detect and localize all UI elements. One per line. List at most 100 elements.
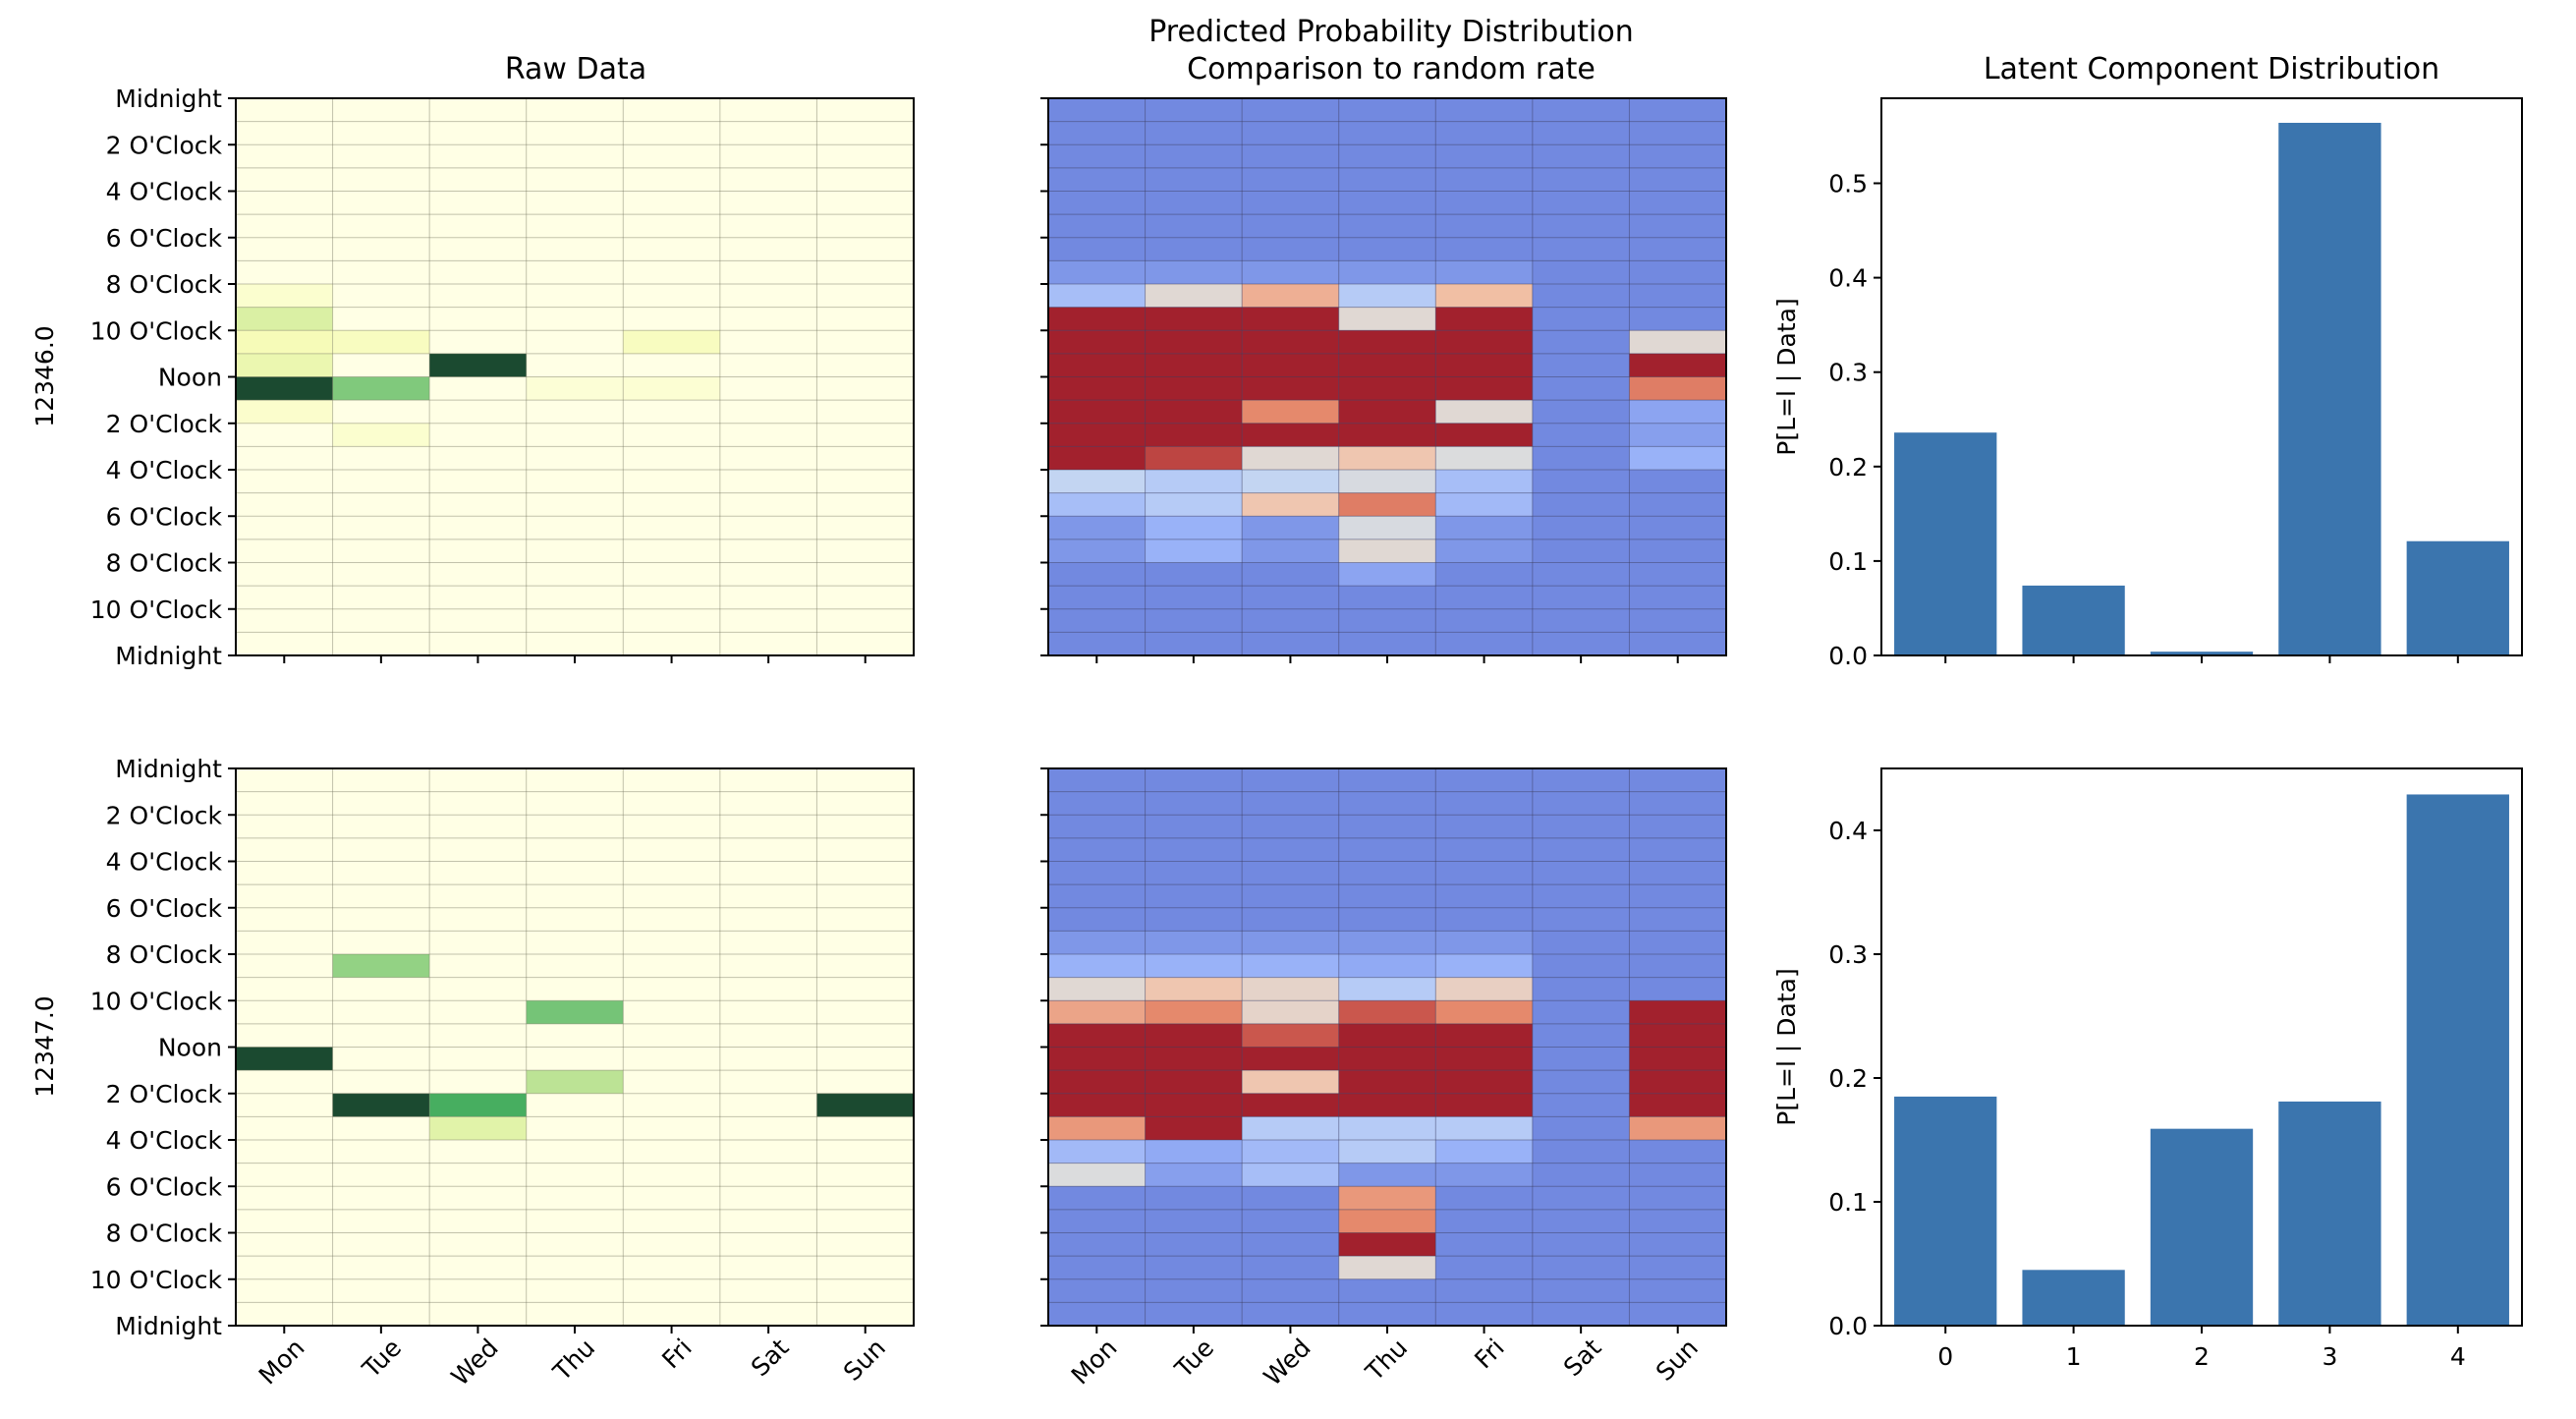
y-tick-label: 0.3 xyxy=(1828,940,1868,969)
heatmap-cell xyxy=(1532,1256,1630,1279)
heatmap-cell xyxy=(1242,260,1339,284)
heatmap-cell xyxy=(1532,608,1630,633)
heatmap-cell xyxy=(1629,492,1726,517)
heatmap-cell xyxy=(1532,977,1630,1001)
bar xyxy=(2150,652,2254,655)
heatmap-cell xyxy=(1242,1163,1339,1187)
heatmap-cell xyxy=(1532,1070,1630,1094)
heatmap-cell xyxy=(1435,977,1533,1001)
y-tick-label: 6 O'Clock xyxy=(106,224,223,253)
heatmap-cell xyxy=(1242,632,1339,655)
y-tick-label: Midnight xyxy=(115,1312,222,1340)
heatmap-cell xyxy=(1435,931,1533,954)
heatmap-cell xyxy=(1145,1232,1243,1257)
heatmap-cell xyxy=(1338,1047,1436,1071)
heatmap-cell xyxy=(1338,632,1436,655)
heatmap-cell xyxy=(1048,954,1146,978)
heatmap-cell xyxy=(1145,144,1243,168)
heatmap-cell xyxy=(1338,884,1436,908)
y-tick-label: 6 O'Clock xyxy=(106,1172,223,1201)
heatmap-cell xyxy=(1338,1070,1436,1094)
heatmap-cell xyxy=(1532,400,1630,424)
heatmap-cell xyxy=(1338,191,1436,215)
heatmap-cell xyxy=(1338,1000,1436,1024)
heatmap-cell xyxy=(1435,1000,1533,1024)
heatmap-cell xyxy=(1048,608,1146,633)
x-tick-label: Mon xyxy=(253,1334,310,1391)
x-tick-label: 3 xyxy=(2322,1342,2337,1371)
heatmap-cell xyxy=(1532,492,1630,517)
heatmap-cell xyxy=(1629,1186,1726,1210)
heatmap-cell xyxy=(1048,1163,1146,1187)
heatmap-cell xyxy=(1435,1278,1533,1303)
heatmap-cell xyxy=(1048,307,1146,331)
heatmap-cell xyxy=(1145,260,1243,284)
heatmap-cell xyxy=(1242,977,1339,1001)
heatmap-cell xyxy=(1629,1047,1726,1071)
y-tick-label: 0.1 xyxy=(1828,547,1868,576)
heatmap-cell xyxy=(1532,260,1630,284)
heatmap-cell xyxy=(1532,1140,1630,1164)
heatmap-cell xyxy=(1338,121,1436,145)
heatmap-cell xyxy=(1048,1278,1146,1303)
heatmap-cell xyxy=(1338,260,1436,284)
heatmap-cell xyxy=(1242,837,1339,862)
x-tick-label: 2 xyxy=(2194,1342,2210,1371)
heatmap-cell xyxy=(1048,330,1146,354)
y-tick-label: Midnight xyxy=(115,85,222,113)
heatmap-cell xyxy=(1435,214,1533,238)
x-tick-label: Sat xyxy=(746,1334,795,1383)
heatmap-cell xyxy=(1532,1163,1630,1187)
heatmap-cell xyxy=(1435,423,1533,447)
heatmap-cell xyxy=(816,1093,914,1117)
heatmap-cell xyxy=(1048,1140,1146,1164)
heatmap-cell xyxy=(1048,98,1146,122)
heatmap-cell xyxy=(1435,191,1533,215)
heatmap-cell xyxy=(1242,884,1339,908)
row-label-12347: 12347.0 xyxy=(30,995,59,1097)
heatmap-cell xyxy=(1242,307,1339,331)
y-tick-label: 10 O'Clock xyxy=(90,316,223,345)
heatmap-cell xyxy=(1338,492,1436,517)
heatmap-cell xyxy=(332,376,430,401)
heatmap-cell xyxy=(1145,400,1243,424)
heatmap-cell xyxy=(1338,815,1436,838)
y-tick-label: 4 O'Clock xyxy=(106,178,223,206)
heatmap-cell xyxy=(1435,284,1533,308)
heatmap-cell xyxy=(1338,768,1436,792)
heatmap-cell xyxy=(1532,284,1630,308)
heatmap-cell xyxy=(1435,237,1533,261)
heatmap-cell xyxy=(1338,237,1436,261)
bar xyxy=(1894,1096,1997,1326)
heatmap-cell xyxy=(1048,284,1146,308)
heatmap-cell xyxy=(1532,1000,1630,1024)
heatmap-cell xyxy=(1435,1116,1533,1140)
x-tick-label: 4 xyxy=(2450,1342,2466,1371)
heatmap-cell xyxy=(1435,260,1533,284)
heatmap-cell xyxy=(1338,330,1436,354)
heatmap-cell xyxy=(1435,954,1533,978)
heatmap-cell xyxy=(1435,586,1533,609)
heatmap-cell xyxy=(1532,1278,1630,1303)
heatmap-cell xyxy=(1338,470,1436,493)
heatmap-cell xyxy=(1145,1047,1243,1071)
heatmap-cell xyxy=(332,1093,430,1117)
heatmap-cell xyxy=(1338,1116,1436,1140)
heatmap-cell xyxy=(1435,400,1533,424)
heatmap-cell xyxy=(1338,307,1436,331)
heatmap-cell xyxy=(1145,539,1243,563)
x-tick-label: Thu xyxy=(547,1334,600,1387)
bar xyxy=(2022,585,2125,655)
heatmap-cell xyxy=(1338,1140,1436,1164)
heatmap-cell xyxy=(1532,237,1630,261)
heatmap-cell xyxy=(1532,791,1630,816)
x-tick-label: Sat xyxy=(1558,1334,1607,1383)
heatmap-cell xyxy=(1145,1302,1243,1326)
heatmap-cell xyxy=(1242,562,1339,587)
heatmap-cell xyxy=(1048,144,1146,168)
heatmap-cell xyxy=(1532,954,1630,978)
y-tick-label: 4 O'Clock xyxy=(106,456,223,484)
heatmap-cell xyxy=(1242,931,1339,954)
heatmap-cell xyxy=(1629,815,1726,838)
x-tick-label: Fri xyxy=(1469,1334,1510,1375)
